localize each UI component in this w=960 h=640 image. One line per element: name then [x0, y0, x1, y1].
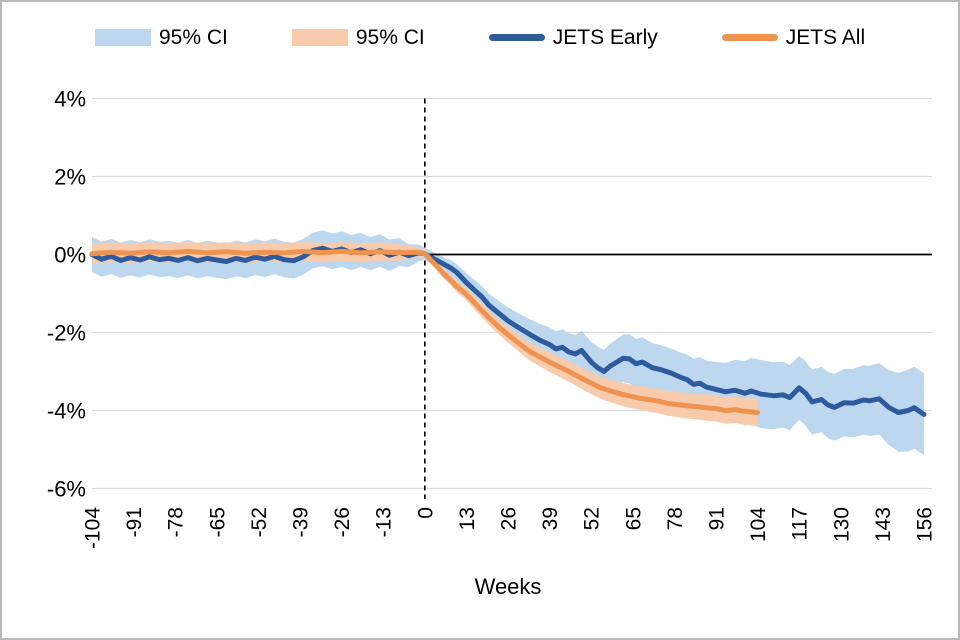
series-line — [89, 248, 761, 415]
gridlines — [92, 97, 932, 490]
x-axis-tick-label: -91 — [123, 507, 146, 537]
ci-band — [92, 241, 758, 427]
y-axis-tick-label: 0% — [54, 243, 86, 268]
x-axis-tick-label: 117 — [789, 507, 812, 540]
y-axis-tick-label: -4% — [47, 399, 86, 424]
chart-legend: 95% CI 95% CI JETS Early JETS All — [95, 27, 865, 48]
x-axis-tick-label: 156 — [914, 507, 937, 542]
x-axis-tick-label: 91 — [706, 507, 729, 530]
legend-item-ci-all: 95% CI — [291, 26, 425, 49]
x-axis-tick-label: 13 — [456, 507, 479, 530]
legend-label: JETS Early — [552, 26, 658, 49]
x-axis-tick-label: 130 — [830, 507, 853, 542]
ci-band — [92, 230, 924, 456]
line-swatch-blue-icon — [488, 34, 545, 41]
legend-item-jets-early: JETS Early — [488, 26, 658, 49]
data-lines — [89, 245, 927, 417]
ci-band-swatch-orange-icon — [291, 29, 348, 46]
confidence-bands — [92, 230, 924, 456]
x-axis-tick-label: -104 — [82, 507, 105, 549]
y-axis-labels: 4% 2% 0% -2% -4% -6% — [47, 87, 86, 502]
x-axis-tick-label: 104 — [747, 507, 770, 542]
x-axis-labels: -104 -91 -78 -65 -52 -39 -26 -13 0 13 26 39 52 65 78 91… — [82, 507, 937, 549]
x-axis-tick-label: 65 — [622, 507, 645, 530]
x-axis-tick-label: -26 — [331, 507, 354, 537]
legend-item-jets-all: JETS All — [721, 26, 866, 49]
x-axis-tick-label: -39 — [290, 507, 313, 537]
reference-lines — [423, 98, 932, 499]
x-axis-tick-label: 26 — [498, 507, 521, 530]
y-axis-tick-label: 2% — [54, 165, 86, 190]
x-axis-tick-label: 143 — [872, 507, 895, 542]
x-axis-tick-label: 78 — [664, 507, 687, 530]
y-axis-tick-label: -2% — [47, 321, 86, 346]
x-axis-tick-label: 0 — [414, 507, 437, 519]
legend-label: 95% CI — [355, 26, 425, 49]
legend-label: 95% CI — [159, 26, 228, 49]
x-axis-tick-label: 52 — [581, 507, 604, 530]
x-axis-tick-label: -65 — [206, 507, 229, 537]
legend-label: JETS All — [785, 26, 866, 49]
series-line — [89, 245, 927, 417]
x-axis-title: Weeks — [475, 574, 542, 599]
x-axis-tick-label: -78 — [165, 507, 188, 537]
y-axis-tick-label: -6% — [47, 477, 86, 502]
x-axis-tick-label: -13 — [373, 507, 396, 537]
x-axis-tick-label: -52 — [248, 507, 271, 537]
x-axis-tick-label: 39 — [539, 507, 562, 530]
line-swatch-orange-icon — [721, 34, 778, 41]
ci-band-swatch-blue-icon — [95, 29, 151, 46]
y-axis-tick-label: 4% — [54, 87, 86, 112]
legend-item-ci-early: 95% CI — [95, 27, 228, 48]
